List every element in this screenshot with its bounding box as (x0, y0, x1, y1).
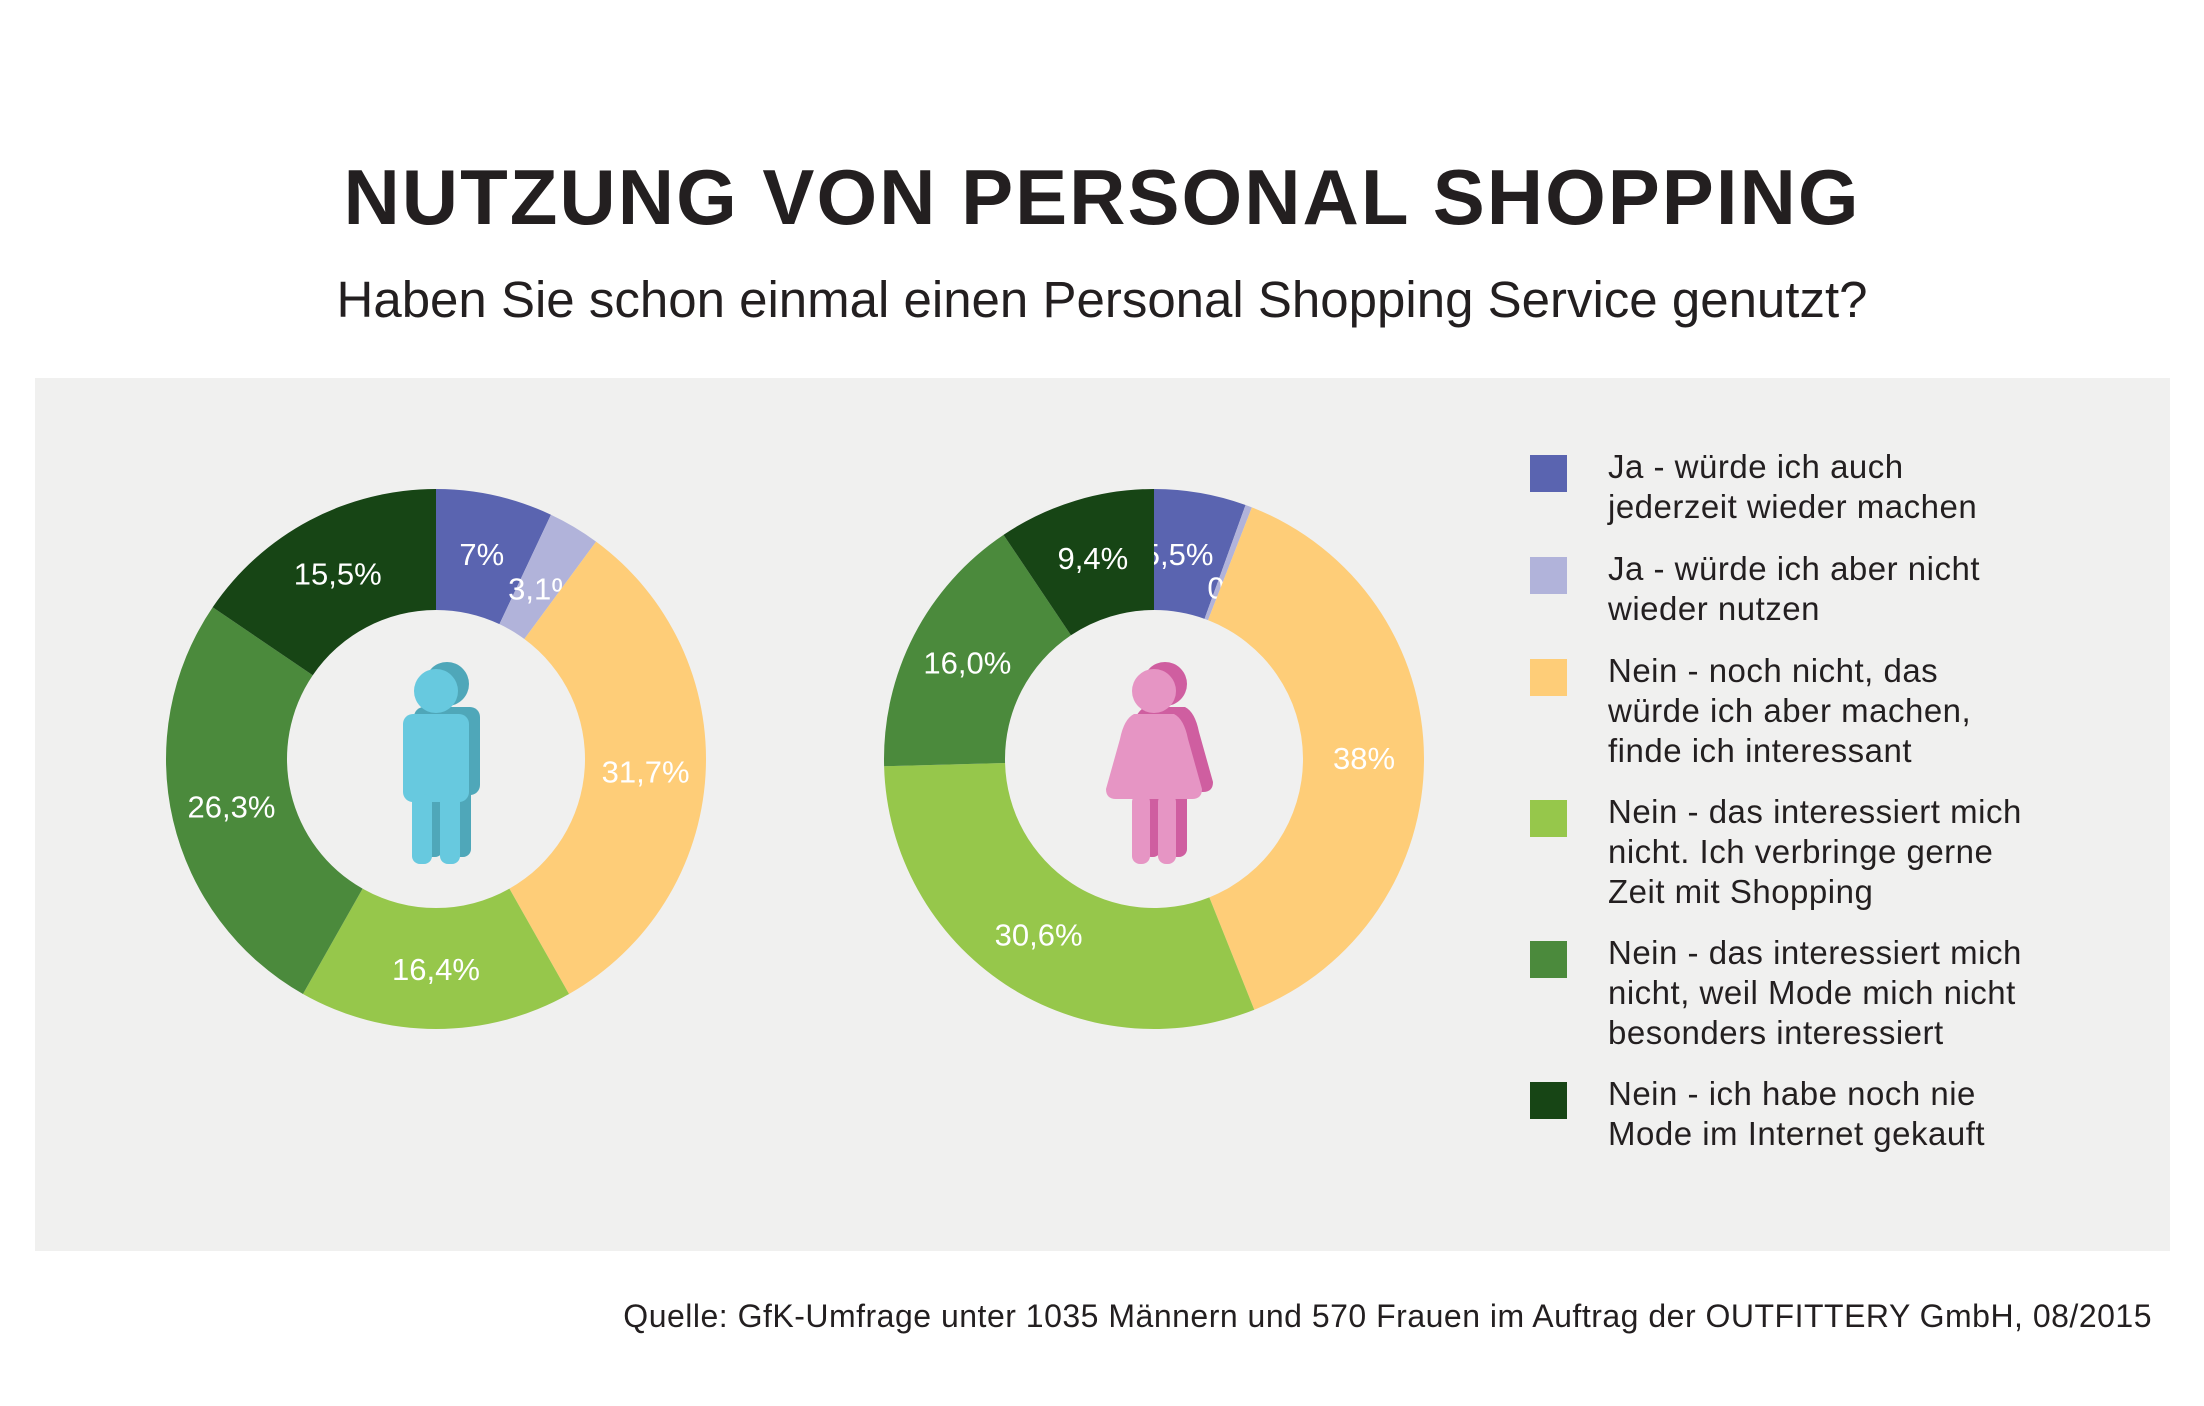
legend-swatch (1530, 455, 1567, 492)
slice-label: 26,3% (188, 790, 276, 825)
source-note: Quelle: GfK-Umfrage unter 1035 Männern u… (623, 1298, 2152, 1334)
legend-swatch (1530, 800, 1567, 837)
donut-slice (509, 541, 706, 994)
donut-slice (499, 514, 597, 640)
donut-slice (1154, 489, 1246, 619)
legend-swatch (1530, 941, 1567, 978)
female-figure-icon (1106, 662, 1213, 864)
legend-label: Nein - das interessiert mich nicht. Ich … (1608, 793, 2022, 910)
legend-swatch (1530, 659, 1567, 696)
legend-label: Ja - würde ich aber nicht wieder nutzen (1608, 550, 1981, 627)
donut-slice (1003, 489, 1154, 636)
slice-label: 16,4% (392, 952, 480, 987)
legend-label: Nein - noch nicht, das würde ich aber ma… (1608, 652, 1972, 769)
slice-label: 38% (1333, 741, 1395, 776)
slice-label: 9,4% (1057, 541, 1128, 576)
slice-label: 31,7% (602, 755, 690, 790)
donut-slice (883, 534, 1071, 767)
male-figure-icon (403, 662, 480, 864)
slice-label: 30,6% (995, 917, 1083, 952)
slice-label: 7% (459, 537, 504, 572)
legend-swatch (1530, 1082, 1567, 1119)
donut-slice (1204, 504, 1252, 621)
donut-slice (884, 762, 1255, 1029)
donut-slice (302, 888, 570, 1029)
slice-label: 5,5% (1143, 537, 1214, 572)
slice-label: 15,5% (294, 556, 382, 591)
page-title: NUTZUNG VON PERSONAL SHOPPING (343, 153, 1861, 241)
legend-swatch (1530, 557, 1567, 594)
donut-slice (166, 607, 363, 994)
slice-label: 16,0% (923, 646, 1011, 681)
legend-label: Nein - das interessiert mich nicht, weil… (1608, 934, 2022, 1051)
donut-slice (212, 489, 436, 676)
donut-slice (436, 489, 551, 625)
legend-label: Ja - würde ich auch jederzeit wieder mac… (1608, 448, 1978, 525)
chart-subtitle: Haben Sie schon einmal einen Personal Sh… (336, 271, 1868, 328)
legend-label: Nein - ich habe noch nie Mode im Interne… (1608, 1075, 1986, 1152)
donut-slice (1208, 507, 1425, 1010)
